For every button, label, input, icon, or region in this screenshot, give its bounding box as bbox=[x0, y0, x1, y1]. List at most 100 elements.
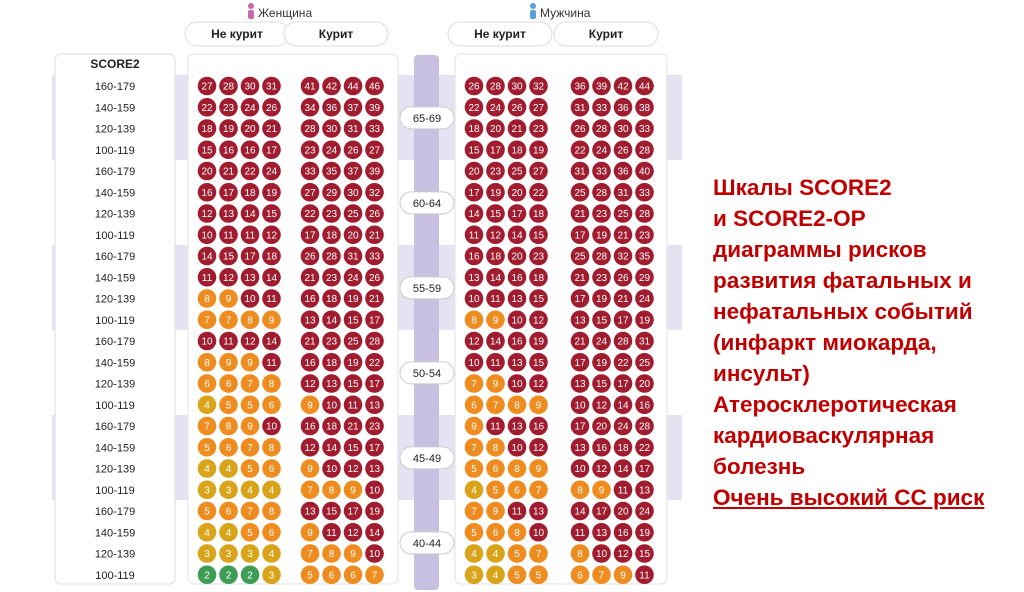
risk-value: 12 bbox=[304, 443, 316, 454]
risk-value: 42 bbox=[326, 82, 338, 93]
risk-cell bbox=[240, 459, 260, 478]
risk-cell bbox=[486, 416, 505, 436]
risk-cell bbox=[570, 374, 590, 393]
risk-cell bbox=[635, 225, 654, 245]
risk-value: 12 bbox=[347, 464, 359, 475]
risk-cell bbox=[529, 289, 548, 308]
risk-cell bbox=[365, 267, 384, 287]
risk-value: 42 bbox=[617, 82, 629, 93]
risk-value: 8 bbox=[269, 379, 275, 390]
risk-cell bbox=[365, 161, 384, 181]
risk-cell bbox=[197, 501, 217, 521]
risk-value: 21 bbox=[223, 167, 235, 178]
risk-cell bbox=[507, 140, 527, 160]
risk-cell bbox=[197, 522, 217, 542]
risk-cell bbox=[322, 501, 341, 521]
risk-value: 12 bbox=[533, 315, 545, 326]
risk-cell bbox=[464, 544, 484, 563]
risk-value: 10 bbox=[369, 549, 381, 560]
risk-value: 8 bbox=[204, 294, 210, 305]
risk-value: 8 bbox=[269, 507, 275, 518]
risk-value: 16 bbox=[244, 145, 256, 156]
risk-cell bbox=[529, 267, 548, 287]
risk-cell bbox=[507, 480, 527, 500]
side-line: болезнь bbox=[713, 454, 806, 479]
risk-cell bbox=[219, 416, 238, 436]
risk-cell bbox=[592, 437, 611, 457]
risk-value: 14 bbox=[490, 273, 502, 284]
risk-cell bbox=[635, 161, 654, 181]
risk-value: 30 bbox=[511, 82, 523, 93]
risk-cell bbox=[365, 522, 384, 542]
women-label: Женщина bbox=[258, 6, 312, 20]
sbp-label: 160-179 bbox=[95, 421, 135, 433]
risk-value: 9 bbox=[307, 400, 313, 411]
risk-cell bbox=[219, 374, 238, 393]
risk-value: 9 bbox=[269, 315, 275, 326]
person-icon bbox=[248, 10, 254, 19]
risk-cell bbox=[365, 544, 384, 563]
age-label: 60-64 bbox=[413, 198, 441, 210]
risk-value: 13 bbox=[533, 507, 545, 518]
risk-cell bbox=[343, 140, 363, 160]
risk-value: 23 bbox=[326, 273, 338, 284]
risk-value: 21 bbox=[369, 294, 381, 305]
risk-cell bbox=[365, 246, 384, 266]
sbp-label: 100-119 bbox=[95, 570, 135, 582]
risk-cell bbox=[240, 352, 260, 372]
risk-cell bbox=[464, 416, 484, 436]
risk-cell bbox=[486, 501, 505, 521]
risk-value: 17 bbox=[369, 379, 381, 390]
risk-cell bbox=[197, 182, 217, 202]
risk-cell bbox=[529, 544, 548, 563]
risk-value: 20 bbox=[201, 167, 213, 178]
risk-value: 15 bbox=[266, 209, 278, 220]
sbp-label: 160-179 bbox=[95, 81, 135, 93]
risk-value: 5 bbox=[204, 443, 210, 454]
risk-value: 30 bbox=[326, 124, 338, 135]
risk-cell bbox=[343, 119, 363, 138]
risk-value: 11 bbox=[266, 358, 277, 369]
risk-value: 5 bbox=[471, 528, 477, 539]
risk-value: 6 bbox=[329, 570, 335, 581]
risk-value: 6 bbox=[350, 570, 356, 581]
risk-value: 30 bbox=[617, 124, 629, 135]
risk-value: 21 bbox=[347, 422, 359, 433]
risk-value: 18 bbox=[201, 124, 213, 135]
risk-cell bbox=[322, 480, 341, 500]
risk-cell bbox=[464, 522, 484, 542]
very-high-risk-link[interactable]: Очень высокий СС риск bbox=[713, 485, 985, 510]
risk-cell bbox=[570, 416, 590, 436]
risk-value: 7 bbox=[204, 422, 210, 433]
risk-value: 24 bbox=[639, 294, 651, 305]
risk-value: 8 bbox=[577, 485, 583, 496]
risk-value: 15 bbox=[201, 145, 213, 156]
risk-value: 36 bbox=[617, 103, 629, 114]
age-label: 45-49 bbox=[413, 453, 441, 465]
person-icon bbox=[530, 10, 536, 19]
risk-value: 7 bbox=[247, 507, 253, 518]
risk-cell bbox=[613, 395, 633, 415]
risk-value: 11 bbox=[266, 294, 277, 305]
risk-value: 17 bbox=[223, 188, 235, 199]
risk-value: 19 bbox=[596, 294, 608, 305]
risk-cell bbox=[343, 395, 363, 415]
risk-value: 12 bbox=[533, 443, 545, 454]
risk-cell bbox=[322, 331, 341, 351]
risk-value: 17 bbox=[511, 209, 523, 220]
risk-cell bbox=[592, 374, 611, 393]
risk-value: 17 bbox=[468, 188, 480, 199]
risk-cell bbox=[343, 522, 363, 542]
risk-cell bbox=[322, 459, 341, 478]
risk-value: 26 bbox=[369, 209, 381, 220]
risk-cell bbox=[343, 437, 363, 457]
risk-value: 4 bbox=[226, 528, 232, 539]
risk-cell bbox=[464, 267, 484, 287]
risk-cell bbox=[464, 501, 484, 521]
risk-cell bbox=[300, 352, 320, 372]
risk-cell bbox=[635, 140, 654, 160]
risk-cell bbox=[464, 119, 484, 138]
risk-value: 14 bbox=[617, 464, 629, 475]
risk-value: 13 bbox=[369, 400, 381, 411]
risk-value: 14 bbox=[244, 209, 256, 220]
